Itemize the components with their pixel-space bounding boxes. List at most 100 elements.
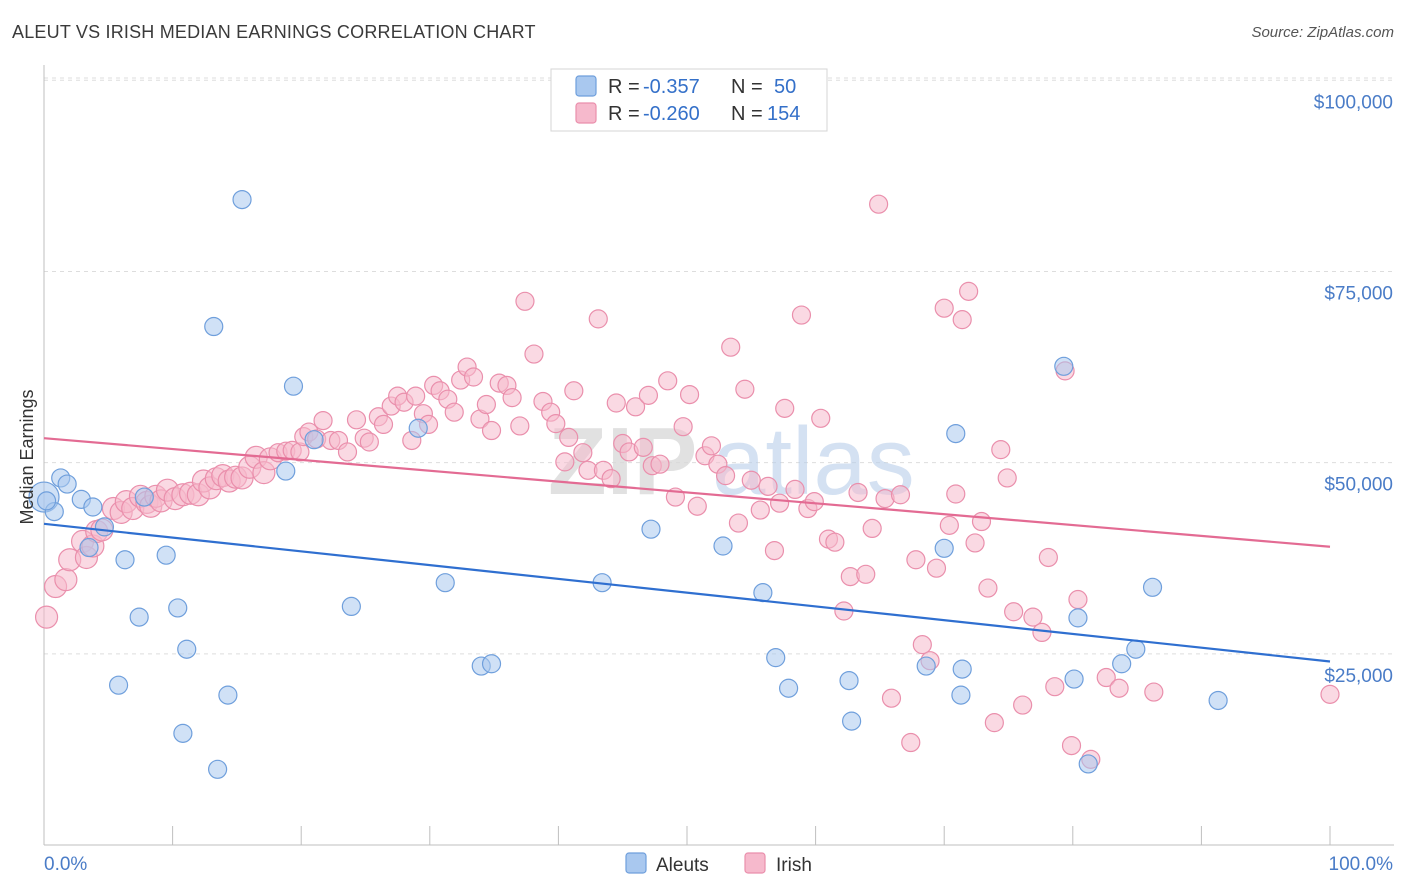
irish-point: [775, 398, 795, 418]
irish-point: [971, 511, 992, 532]
series-legend: Aleuts Irish: [625, 852, 812, 876]
irish-point: [588, 309, 608, 329]
aleut-point: [1208, 690, 1228, 711]
irish-point: [728, 513, 749, 533]
chart-source: Source: ZipAtlas.com: [1251, 24, 1394, 41]
irish-point: [881, 688, 902, 708]
aleut-point: [1064, 669, 1084, 689]
irish-point: [869, 194, 889, 214]
irish-point: [606, 393, 626, 413]
aleut-point: [778, 678, 799, 698]
irish-point: [564, 381, 584, 401]
irish-r-label: R =: [608, 103, 640, 125]
stats-legend-box: [550, 68, 828, 132]
aleut-point: [168, 598, 188, 618]
aleut-point: [341, 596, 361, 617]
aleut-point: [204, 316, 224, 337]
irish-point: [701, 436, 722, 456]
irish-point: [34, 605, 59, 629]
irish-point: [555, 452, 575, 472]
aleut-point: [839, 670, 859, 691]
aleut-point: [753, 583, 773, 603]
aleut-point: [1112, 654, 1132, 674]
irish-point: [862, 518, 882, 539]
aleut-point: [129, 607, 149, 627]
irish-point: [673, 417, 693, 437]
irish-point: [939, 515, 959, 535]
irish-point: [54, 568, 78, 592]
aleut-point: [208, 759, 228, 779]
aleut-legend-swatch: [575, 75, 597, 97]
irish-point: [848, 482, 868, 503]
aleut-r-value: -0.357: [643, 76, 700, 98]
aleut-point: [713, 536, 733, 556]
aleut-point: [83, 497, 103, 517]
irish-point: [934, 298, 954, 318]
x-tick-label-max: 100.0%: [1329, 854, 1394, 875]
irish-point: [559, 427, 579, 448]
irish-point: [510, 416, 530, 436]
irish-point: [1109, 678, 1129, 698]
aleut-point: [408, 418, 428, 438]
irish-point: [952, 310, 972, 330]
aleut-r-label: R =: [608, 76, 640, 98]
aleuts-legend-swatch: [625, 852, 647, 874]
aleut-point: [951, 685, 971, 705]
irish-point: [638, 385, 659, 405]
irish-point: [463, 367, 484, 387]
irish-point: [1096, 667, 1116, 688]
irish-point: [1144, 682, 1164, 702]
irish-point: [502, 388, 522, 408]
aleut-point: [173, 723, 193, 743]
irish-point: [687, 496, 707, 516]
irish-point: [764, 540, 785, 561]
aleut-point: [934, 538, 954, 558]
irish-point: [890, 485, 911, 505]
aleut-point: [1068, 608, 1088, 628]
irish-point: [679, 384, 700, 405]
irish-point: [573, 443, 593, 463]
irish-point: [625, 397, 646, 417]
irish-point: [337, 442, 358, 462]
aleut-point: [842, 711, 862, 731]
irish-point: [946, 484, 966, 504]
irish-point: [546, 414, 566, 434]
irish-point: [633, 437, 653, 457]
irish-point: [856, 564, 876, 584]
aleut-point: [218, 685, 238, 705]
irish-n-value: 154: [767, 103, 800, 125]
irish-point: [601, 469, 621, 489]
irish-point: [811, 408, 831, 428]
irish-point: [359, 432, 379, 452]
irish-point: [997, 468, 1017, 488]
aleuts-legend-label: Aleuts: [656, 855, 709, 876]
irish-point: [750, 500, 770, 520]
aleut-points: [28, 189, 1228, 779]
irish-point: [476, 394, 496, 415]
aleut-point: [36, 491, 57, 511]
aleut-n-value: 50: [774, 76, 796, 98]
grid-layer: [44, 77, 1394, 655]
irish-point: [959, 281, 979, 301]
irish-legend-label: Irish: [776, 855, 812, 876]
irish-point: [991, 440, 1011, 460]
aleut-point: [304, 430, 324, 450]
x-tick-label-min: 0.0%: [44, 854, 87, 875]
aleut-n-label: N =: [731, 76, 763, 98]
irish-point: [984, 713, 1004, 733]
aleut-point: [641, 519, 661, 539]
irish-point: [373, 414, 394, 435]
irish-point: [1038, 547, 1058, 568]
aleut-point: [108, 675, 129, 695]
irish-trend-line: [43, 437, 1331, 548]
irish-point: [658, 371, 678, 391]
irish-point: [926, 558, 947, 578]
trend-lines: [43, 437, 1331, 663]
irish-legend-swatch-bottom: [744, 852, 766, 874]
stats-legend: R = -0.357 N = 50 R = -0.260 N = 154: [550, 68, 828, 132]
aleut-point: [134, 487, 154, 507]
irish-point: [1320, 684, 1340, 704]
aleut-point: [276, 461, 296, 481]
irish-point: [313, 410, 333, 431]
aleut-point: [766, 648, 786, 668]
